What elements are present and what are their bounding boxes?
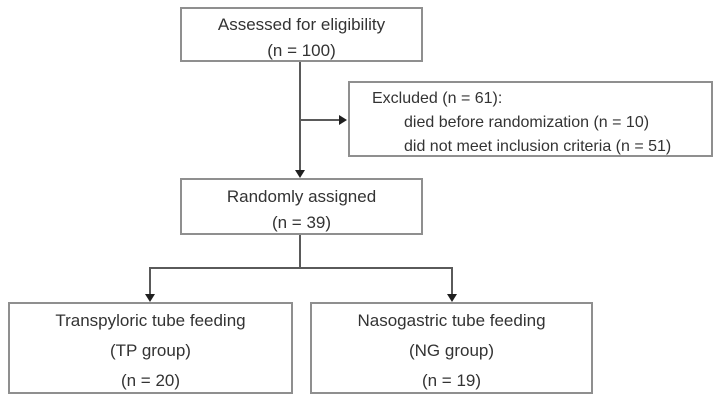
connector-to-tp-group xyxy=(149,267,151,295)
ng-group-label: (NG group) xyxy=(408,341,495,360)
tp-group-label: (TP group) xyxy=(110,341,191,360)
tp-group-n: (n = 20) xyxy=(120,371,181,390)
excluded-reason-died: died before randomization (n = 10) xyxy=(404,114,650,131)
connector-assessed-to-randomized xyxy=(299,62,301,171)
connector-split-horizontal xyxy=(149,267,453,269)
randomized-title: Randomly assigned xyxy=(226,187,377,206)
arrowhead-into-excluded xyxy=(339,115,347,125)
arrowhead-into-tp-group xyxy=(145,294,155,302)
assessed-eligibility-n: (n = 100) xyxy=(267,41,336,60)
excluded-title: Excluded (n = 61): xyxy=(372,90,503,107)
connector-randomized-stem xyxy=(299,235,301,268)
arrowhead-into-randomized xyxy=(295,170,305,178)
randomized-n: (n = 39) xyxy=(271,213,332,232)
assessed-eligibility-box: Assessed for eligibility (n = 100) xyxy=(180,7,423,62)
arrowhead-into-ng-group xyxy=(447,294,457,302)
tp-group-box: Transpyloric tube feeding (TP group) (n … xyxy=(8,302,293,394)
connector-to-ng-group xyxy=(451,267,453,295)
connector-to-excluded xyxy=(300,119,339,121)
ng-group-n: (n = 19) xyxy=(421,371,482,390)
excluded-reason-criteria: did not meet inclusion criteria (n = 51) xyxy=(404,138,672,155)
tp-group-title: Transpyloric tube feeding xyxy=(55,311,246,330)
excluded-box: Excluded (n = 61): died before randomiza… xyxy=(348,81,713,157)
randomized-box: Randomly assigned (n = 39) xyxy=(180,178,423,235)
ng-group-box: Nasogastric tube feeding (NG group) (n =… xyxy=(310,302,593,394)
assessed-eligibility-title: Assessed for eligibility xyxy=(217,15,386,34)
ng-group-title: Nasogastric tube feeding xyxy=(357,311,546,330)
